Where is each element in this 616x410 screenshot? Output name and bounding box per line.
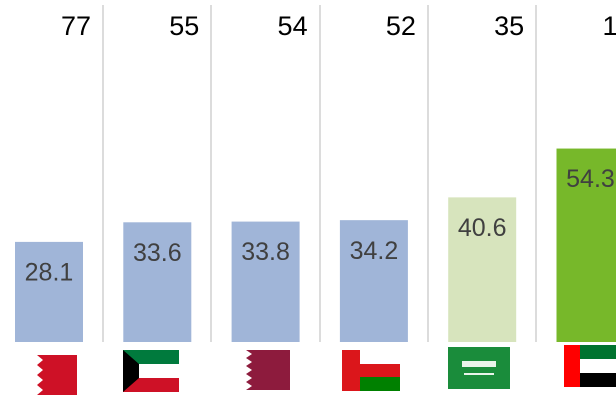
bar: [231, 221, 300, 342]
annotation: 77: [61, 11, 91, 41]
annotation: 55: [169, 11, 199, 41]
value-label: 40.6: [458, 214, 507, 242]
flag: [19, 355, 77, 395]
annotation: 35: [494, 11, 524, 41]
value-label: 33.6: [133, 239, 182, 267]
flag: [232, 350, 290, 390]
bar: [556, 148, 616, 342]
flags: [19, 345, 616, 395]
bar: [123, 222, 192, 342]
flag: [448, 347, 510, 389]
flag: [342, 350, 400, 391]
value-label: 33.8: [241, 238, 290, 266]
annotation: 52: [386, 11, 416, 41]
value-label: 54.3: [566, 165, 615, 193]
bar: [448, 197, 517, 342]
annotation: 16: [602, 11, 616, 41]
separators: [102, 5, 537, 342]
flag: [564, 345, 616, 387]
value-label: 34.2: [350, 237, 399, 265]
value-label: 28.1: [25, 259, 74, 287]
bar: [339, 220, 408, 342]
flag: [123, 350, 179, 392]
bar: [15, 241, 83, 342]
annotation: 54: [278, 11, 308, 41]
